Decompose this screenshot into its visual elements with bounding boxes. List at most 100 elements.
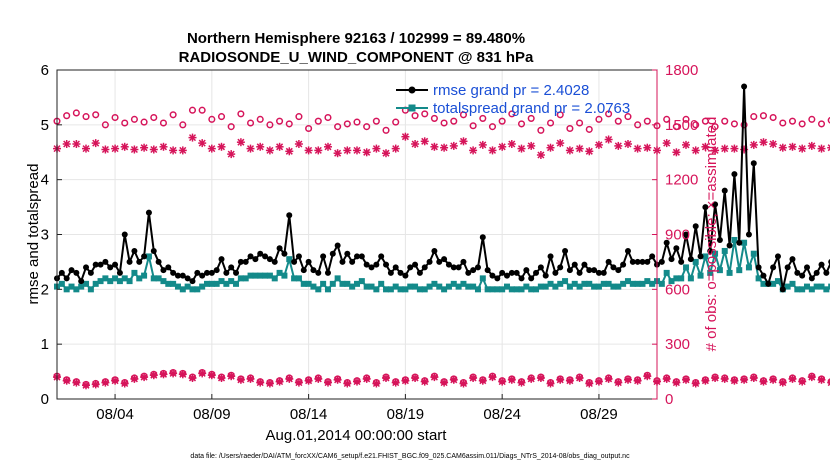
- rmse-point: [218, 256, 225, 263]
- rmse-point: [368, 264, 375, 271]
- obs-assimilated-point: [101, 378, 110, 387]
- rmse-point: [412, 261, 419, 268]
- obs-assimilated-point: [294, 378, 303, 387]
- obs-assimilated-point: [420, 137, 429, 146]
- totalspread-point: [228, 278, 235, 285]
- rmse-point: [499, 269, 506, 276]
- x-axis-label: Aug.01,2014 00:00:00 start: [266, 427, 448, 444]
- obs-assimilated-point: [536, 374, 545, 382]
- obs-possible-point: [169, 111, 177, 119]
- obs-assimilated-point: [827, 144, 830, 152]
- obs-assimilated-point: [449, 141, 458, 150]
- totalspread-point: [639, 280, 646, 287]
- obs-assimilated-point: [778, 378, 787, 387]
- rmse-point: [745, 231, 752, 238]
- totalspread-point: [634, 280, 641, 287]
- totalspread-point: [150, 275, 157, 282]
- totalspread-point: [68, 283, 75, 290]
- obs-assimilated-point: [256, 142, 265, 151]
- obs-assimilated-point: [333, 375, 342, 384]
- totalspread-point: [73, 286, 80, 293]
- obs-possible-point: [111, 113, 119, 122]
- rmse-point: [634, 258, 641, 265]
- totalspread-point: [770, 280, 777, 287]
- rmse-point: [126, 258, 133, 265]
- totalspread-point: [760, 280, 767, 287]
- rmse-point: [194, 269, 201, 276]
- totalspread-point: [334, 275, 341, 282]
- obs-assimilated-point: [188, 133, 197, 142]
- obs-assimilated-point: [807, 373, 816, 382]
- obs-possible-point: [769, 113, 777, 122]
- left-tick-label: 4: [41, 172, 49, 189]
- obs-assimilated-point: [82, 144, 90, 153]
- totalspread-point: [170, 280, 177, 287]
- rmse-point: [68, 267, 75, 274]
- totalspread-point: [199, 283, 206, 290]
- totalspread-point: [87, 286, 94, 293]
- rmse-point: [83, 264, 90, 271]
- rmse-point: [615, 267, 622, 274]
- obs-possible-point: [827, 378, 830, 385]
- totalspread-point: [126, 278, 133, 285]
- totalspread-point: [460, 280, 467, 287]
- obs-assimilated-point: [682, 140, 690, 149]
- rmse-point: [605, 258, 612, 265]
- rmse-point: [305, 258, 312, 265]
- rmse-point: [295, 253, 302, 260]
- obs-assimilated-point: [759, 138, 768, 147]
- obs-assimilated-point: [227, 372, 236, 381]
- totalspread-point: [624, 278, 631, 285]
- totalspread-point: [600, 280, 607, 287]
- obs-assimilated-point: [691, 379, 700, 388]
- obs-assimilated-point: [304, 376, 313, 385]
- rmse-point: [383, 261, 390, 268]
- totalspread-point: [300, 280, 307, 287]
- obs-possible-point: [63, 112, 71, 120]
- obs-assimilated-point: [827, 379, 830, 387]
- rmse-point: [595, 269, 602, 276]
- x-axis: 08/04 08/09 08/14 08/19 08/24 08/29: [96, 394, 618, 423]
- rmse-point: [789, 256, 796, 263]
- obs-possible-point: [353, 118, 361, 126]
- legend: rmse grand pr = 2.4028 totalspread grand…: [396, 82, 630, 117]
- totalspread-point: [470, 283, 477, 290]
- totalspread-point: [774, 278, 781, 285]
- left-axis: 0 1 2 3 4 5 6: [41, 62, 62, 408]
- rmse-point: [354, 253, 360, 260]
- rmse-point: [455, 264, 462, 271]
- obs-assimilated-point: [304, 146, 313, 155]
- obs-possible-point: [179, 121, 187, 129]
- obs-assimilated-point: [82, 381, 90, 390]
- obs-possible-point: [130, 115, 138, 123]
- rmse-point: [445, 261, 452, 268]
- left-tick-label: 3: [41, 227, 49, 244]
- totalspread-point: [494, 286, 501, 293]
- rmse-point: [537, 264, 544, 271]
- obs-possible-point: [827, 116, 830, 124]
- totalspread-point: [489, 286, 496, 293]
- rmse-point: [736, 239, 743, 246]
- rmse-point: [257, 250, 264, 257]
- obs-possible-point: [798, 120, 806, 128]
- rmse-point: [344, 250, 351, 257]
- rmse-point: [199, 272, 206, 279]
- rmse-point: [668, 256, 675, 263]
- obs-assimilated-point: [149, 145, 158, 154]
- totalspread-point: [591, 283, 598, 290]
- totalspread-point: [441, 286, 448, 293]
- rmse-point: [145, 209, 152, 216]
- obs-assimilated-point: [788, 374, 797, 383]
- obs-assimilated-point: [362, 374, 371, 383]
- rmse-point: [726, 242, 733, 249]
- obs-assimilated-point: [633, 144, 642, 153]
- obs-assimilated-point: [178, 146, 187, 155]
- totalspread-point: [615, 283, 622, 290]
- obs-possible-point: [276, 117, 284, 125]
- right-tick-label: 300: [665, 336, 690, 353]
- totalspread-point: [145, 253, 152, 260]
- rmse-point: [741, 83, 748, 90]
- rmse-point: [697, 253, 704, 260]
- rmse-point: [552, 269, 559, 276]
- obs-assimilated-point: [527, 374, 536, 383]
